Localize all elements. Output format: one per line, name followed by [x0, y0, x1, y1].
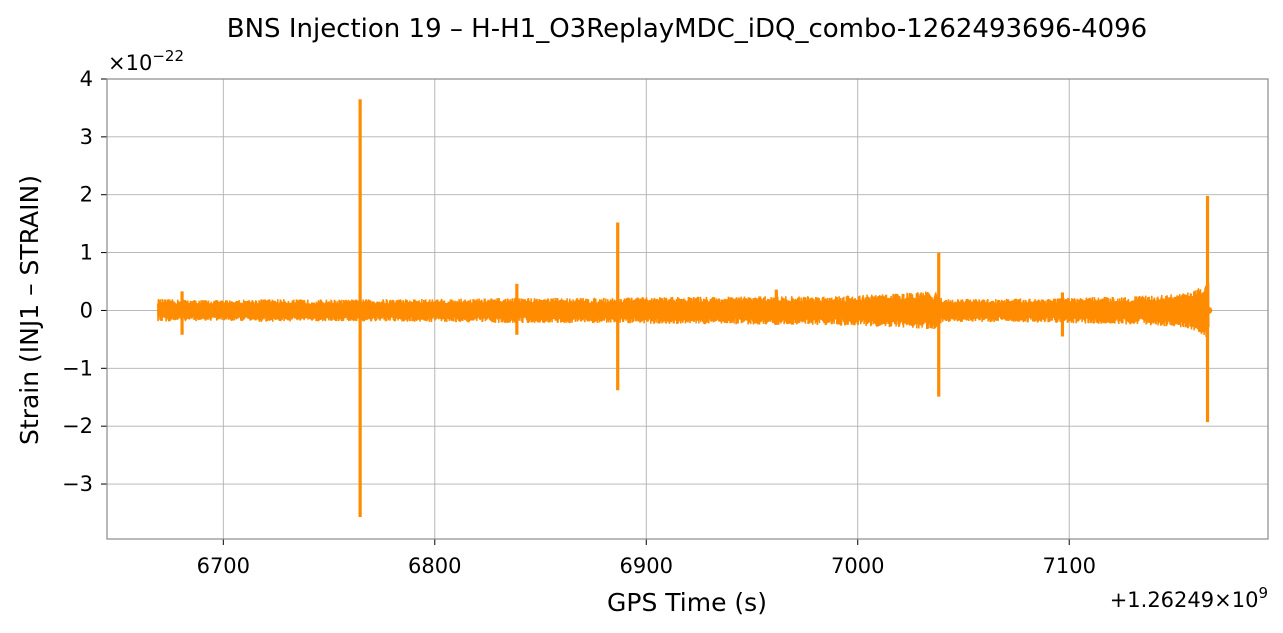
y-tick-label: 0 [80, 298, 93, 322]
y-axis-label: Strain (INJ1 – STRAIN) [15, 175, 44, 445]
x-offset-exponent: 9 [1258, 584, 1268, 602]
y-tick-label: −3 [62, 472, 93, 496]
y-tick-label: 3 [80, 125, 93, 149]
chart-title: BNS Injection 19 – H-H1_O3ReplayMDC_iDQ_… [227, 14, 1147, 44]
x-tick-label: 6900 [620, 554, 673, 578]
y-multiplier-base: ×10 [108, 51, 152, 75]
tick-marks [101, 78, 1070, 545]
x-offset-label: +1.26249×109 [1110, 584, 1268, 612]
plot-frame [106, 78, 1269, 540]
y-tick-label: 4 [80, 67, 93, 91]
x-tick-label: 7100 [1042, 554, 1095, 578]
y-tick-label: 1 [80, 241, 93, 265]
plot-area [156, 99, 1213, 518]
x-tick-label: 7000 [831, 554, 884, 578]
strain-series-line [156, 283, 1210, 338]
x-axis-label: GPS Time (s) [607, 588, 767, 617]
y-multiplier-label: ×10−22 [108, 47, 184, 75]
x-tick-label: 6800 [408, 554, 461, 578]
x-offset-base: +1.26249×10 [1110, 588, 1259, 612]
y-multiplier-exponent: −22 [152, 47, 184, 65]
x-tick-label: 6700 [197, 554, 250, 578]
y-tick-label: −2 [62, 414, 93, 438]
y-tick-label: 2 [80, 183, 93, 207]
y-tick-label: −1 [62, 356, 93, 380]
series-end-marker [1205, 306, 1213, 314]
